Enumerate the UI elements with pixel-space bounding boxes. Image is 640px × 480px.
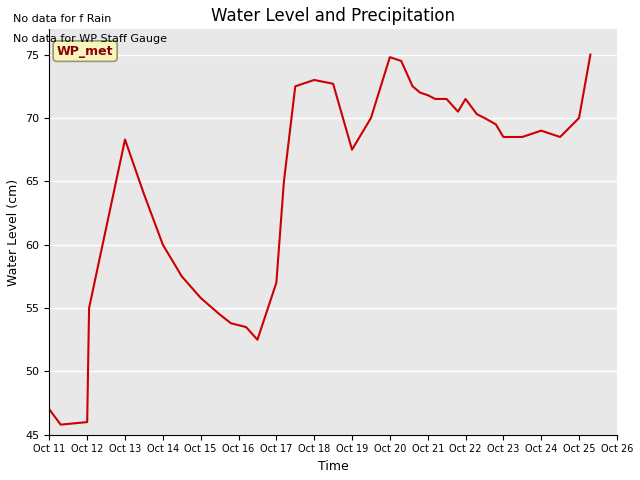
Text: WP_met: WP_met — [57, 45, 113, 58]
Title: Water Level and Precipitation: Water Level and Precipitation — [211, 7, 455, 25]
Y-axis label: Water Level (cm): Water Level (cm) — [7, 179, 20, 286]
X-axis label: Time: Time — [317, 460, 349, 473]
Text: No data for f Rain: No data for f Rain — [13, 14, 111, 24]
Text: No data for WP Staff Gauge: No data for WP Staff Gauge — [13, 34, 167, 44]
